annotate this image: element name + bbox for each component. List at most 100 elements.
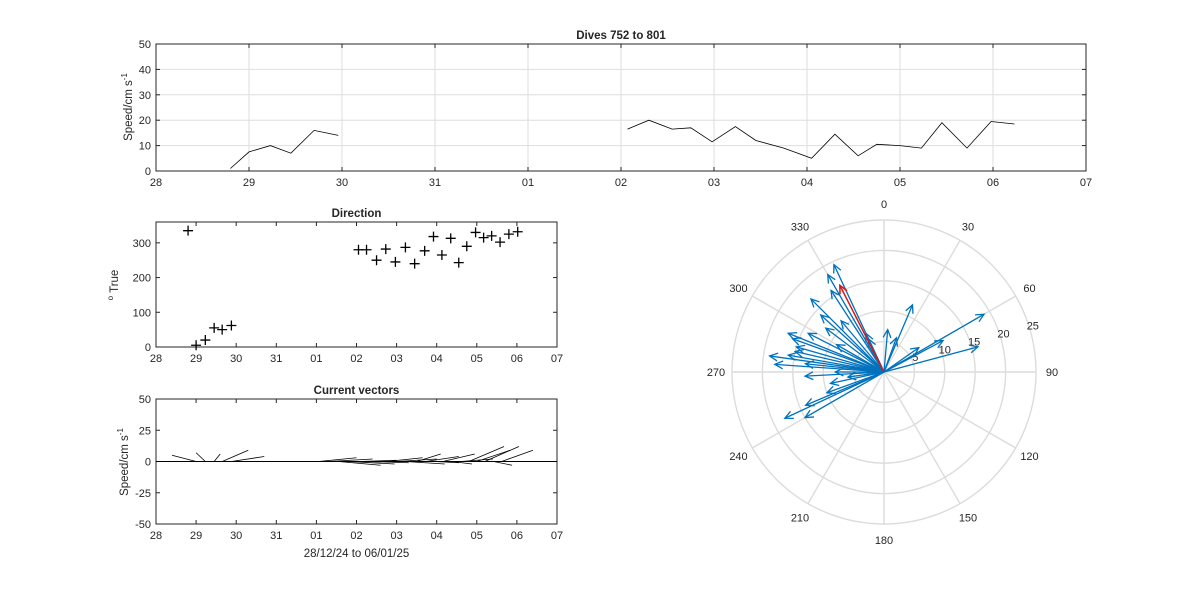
current-vector-stick xyxy=(386,457,423,462)
direction-marker xyxy=(380,244,391,255)
polar-radius-label: 5 xyxy=(912,352,918,364)
polar-vector-arrow xyxy=(820,314,885,373)
polar-vector-arrow-head xyxy=(768,352,779,362)
direction-marker xyxy=(183,225,194,236)
speed-plot: 28 29 30 31 01 02 03 04 05 06 07 0 10 20 30 40 50 Dives 7… xyxy=(120,30,1092,189)
y-axis-label-group: o True xyxy=(106,270,121,301)
polar-angle-label: 150 xyxy=(959,512,977,524)
y-tick-label: 50 xyxy=(139,394,151,406)
y-axis-label: o True xyxy=(106,270,121,301)
current-vector-stick xyxy=(484,446,520,462)
polar-vector-arrow-head xyxy=(773,360,784,370)
polar-vector-arrow xyxy=(883,329,889,373)
x-tick-label: 05 xyxy=(471,353,483,365)
polar-vector-arrow xyxy=(769,355,885,373)
y-tick-label: 200 xyxy=(133,273,151,285)
direction-marker xyxy=(419,245,430,256)
polar-spoke xyxy=(883,240,961,373)
x-tick-label: 30 xyxy=(336,177,348,189)
polar-vector-arrow xyxy=(883,340,944,373)
polar-radius-label: 10 xyxy=(939,344,951,356)
x-tick-label: 06 xyxy=(511,353,523,365)
current-vector-stick xyxy=(396,458,437,462)
current-vector-stick xyxy=(405,461,445,465)
current-vector-stick xyxy=(171,454,197,462)
polar-vector-arrow-head xyxy=(827,273,836,284)
speed-series-line xyxy=(230,129,339,169)
x-tick-label: 04 xyxy=(431,530,443,542)
x-tick-label: 30 xyxy=(230,353,242,365)
polar-vector-arrow-head xyxy=(803,409,815,419)
current-vector-stick xyxy=(348,461,395,465)
direction-marker xyxy=(503,229,514,240)
direction-marker xyxy=(436,249,447,260)
polar-angle-label: 270 xyxy=(707,367,725,379)
direction-marker xyxy=(409,258,420,269)
polar-angle-label: 300 xyxy=(729,283,747,295)
polar-angle-label: 60 xyxy=(1023,283,1035,295)
polar-vector-arrow-head xyxy=(803,371,814,381)
current-vector-stick xyxy=(434,461,459,464)
y-tick-label: 300 xyxy=(133,238,151,250)
x-tick-label: 28 xyxy=(150,530,162,542)
x-tick-label: 07 xyxy=(551,530,563,542)
y-tick-label: 20 xyxy=(139,115,151,127)
polar-vector-arrow-head xyxy=(840,319,850,330)
current-vector-stick xyxy=(442,453,475,462)
y-axis-label-prefix: o xyxy=(106,295,115,300)
x-tick-label: 01 xyxy=(522,177,534,189)
polar-vector-arrow-head xyxy=(889,336,899,347)
polar-vector-arrow xyxy=(883,313,985,373)
y-axis-label-text: True xyxy=(109,270,121,293)
y-axis-label-text: Speed/cm s xyxy=(123,80,135,141)
x-tick-label: 02 xyxy=(615,177,627,189)
direction-marker xyxy=(217,324,228,335)
x-tick-label: 03 xyxy=(708,177,720,189)
x-axis-label: 28/12/24 to 06/01/25 xyxy=(304,548,410,560)
x-tick-label: 05 xyxy=(894,177,906,189)
y-axis-label-exponent: -1 xyxy=(120,73,129,81)
polar-vector-arrow-head xyxy=(809,297,820,308)
direction-marker xyxy=(461,241,472,252)
direction-marker xyxy=(495,237,506,248)
current-vector-stick xyxy=(195,452,206,462)
x-tick-label: 30 xyxy=(230,530,242,542)
x-tick-label: 05 xyxy=(471,530,483,542)
current-vector-stick xyxy=(501,449,534,462)
polar-vector-arrow-head xyxy=(806,332,818,341)
direction-marker xyxy=(390,256,401,267)
direction-marker xyxy=(371,255,382,266)
chart-title: Current vectors xyxy=(314,385,400,397)
plot-area xyxy=(155,221,558,348)
current-vector-stick xyxy=(416,453,441,462)
direction-marker xyxy=(191,340,202,351)
y-tick-label: 50 xyxy=(139,39,151,51)
polar-vector-arrow xyxy=(784,371,885,419)
direction-marker xyxy=(428,231,439,242)
current-vectors-plot: 28 29 30 31 01 02 03 04 05 06 07 -50 -25 0 25 50 Current… xyxy=(116,385,563,560)
polar-vector-arrow xyxy=(883,346,979,373)
x-tick-label: 31 xyxy=(270,353,282,365)
polar-vector-arrow xyxy=(774,363,885,373)
current-vector-stick xyxy=(368,461,409,464)
y-axis-label-text: Speed/cm s xyxy=(119,435,131,496)
current-vector-stick xyxy=(318,457,357,462)
x-tick-label: 29 xyxy=(190,353,202,365)
x-tick-label: 31 xyxy=(270,530,282,542)
polar-radius-label: 25 xyxy=(1027,321,1039,333)
direction-plot: 28 29 30 31 01 02 03 04 05 06 07 0 100 200 300 Directio… xyxy=(106,208,563,365)
polar-vector-arrow-head xyxy=(934,339,945,349)
polar-vector-arrow-head xyxy=(824,327,835,337)
y-tick-label: 0 xyxy=(145,457,151,469)
polar-angle-label: 120 xyxy=(1020,451,1038,463)
polar-vector-arrow xyxy=(827,274,885,373)
x-tick-label: 07 xyxy=(1080,177,1092,189)
y-axis-label-exponent: -1 xyxy=(116,428,125,436)
direction-marker xyxy=(470,227,481,238)
x-tick-label: 03 xyxy=(390,530,402,542)
direction-marker xyxy=(512,226,523,237)
x-tick-label: 28 xyxy=(150,177,162,189)
direction-marker xyxy=(445,233,456,244)
current-vector-stick xyxy=(231,456,265,462)
polar-vector-arrow-head xyxy=(783,410,794,420)
